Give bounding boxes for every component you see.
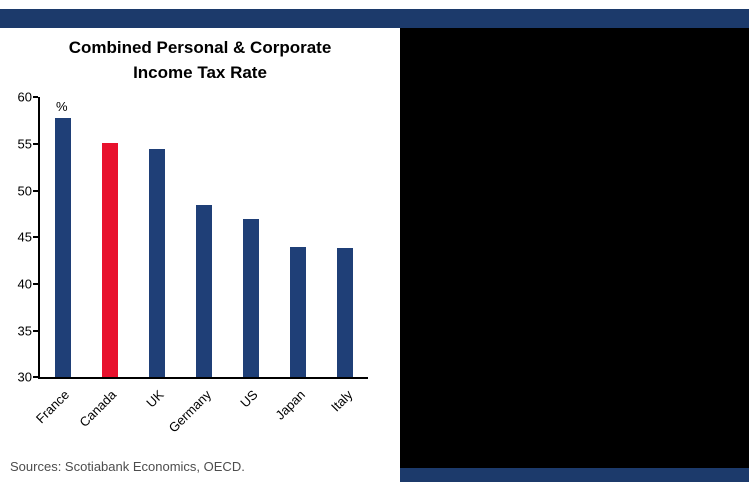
- y-tick-mark: [33, 236, 38, 239]
- chart-panel: Combined Personal & Corporate Income Tax…: [0, 28, 400, 482]
- top-banner: [0, 9, 749, 28]
- y-tick-mark: [33, 376, 38, 379]
- bar-france: [55, 117, 72, 378]
- y-tick-mark: [33, 329, 38, 332]
- x-label-italy: Italy: [327, 387, 356, 415]
- bar-slot: [181, 97, 228, 378]
- bottom-banner: [400, 468, 749, 482]
- source-note: Sources: Scotiabank Economics, OECD.: [10, 459, 245, 474]
- x-label-france: France: [32, 387, 73, 427]
- chart-title: Combined Personal & Corporate Income Tax…: [68, 38, 332, 82]
- bar-slot: [227, 97, 274, 378]
- y-tick-mark: [33, 282, 38, 285]
- bar-germany: [196, 204, 212, 378]
- bars: [40, 97, 368, 378]
- x-label-germany: Germany: [165, 387, 214, 436]
- bar-slot: [134, 97, 181, 378]
- y-tick-label: 35: [17, 323, 32, 339]
- y-tick-label: 30: [17, 369, 32, 385]
- plot-area: % 30 35 40 45 50 55 60: [18, 91, 368, 384]
- x-axis-labels: France Canada UK Germany US Japan Italy: [33, 379, 368, 453]
- bar-uk: [149, 148, 166, 378]
- bar-canada: [102, 143, 119, 378]
- bar-slot: [274, 97, 321, 378]
- y-tick-mark: [33, 142, 38, 145]
- bar-slot: [87, 97, 134, 378]
- bar-us: [242, 218, 259, 378]
- y-tick-label: 40: [17, 276, 32, 292]
- y-tick-label: 55: [17, 136, 32, 152]
- x-label-uk: UK: [143, 387, 167, 411]
- bar-italy: [336, 248, 353, 378]
- y-tick-mark: [33, 189, 38, 192]
- x-label-japan: Japan: [272, 387, 308, 423]
- y-tick-mark: [33, 96, 38, 99]
- bar-japan: [289, 246, 306, 378]
- y-tick-label: 60: [17, 89, 32, 105]
- y-tick-label: 45: [17, 229, 32, 245]
- y-tick-label: 50: [17, 183, 32, 199]
- right-black-panel: [400, 28, 749, 482]
- x-label-canada: Canada: [76, 387, 120, 431]
- bar-slot: [40, 97, 87, 378]
- x-label-us: US: [237, 387, 261, 411]
- y-axis-unit-label: %: [56, 99, 68, 115]
- bar-slot: [321, 97, 368, 378]
